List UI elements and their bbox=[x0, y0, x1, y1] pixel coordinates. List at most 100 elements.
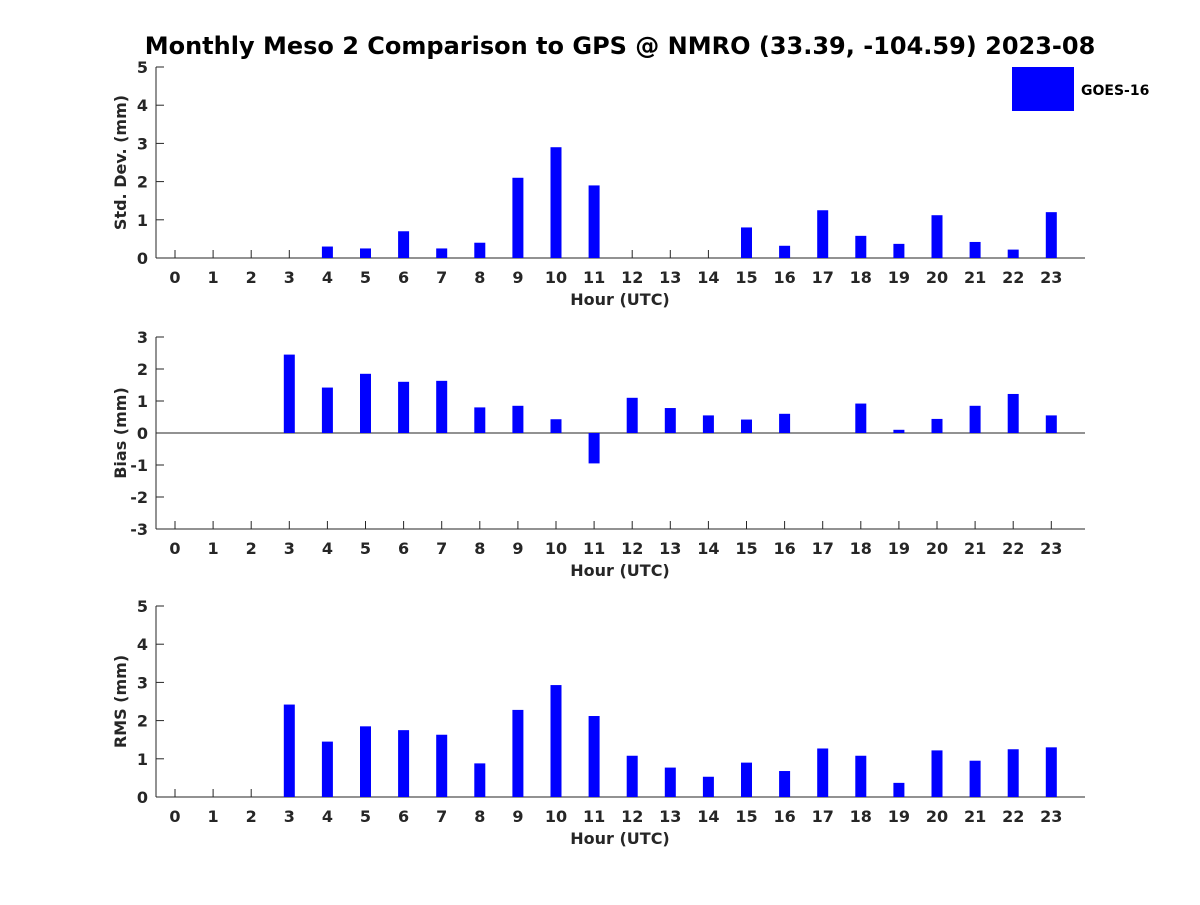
bar-rms-hour-19 bbox=[893, 782, 905, 797]
x-tick-label: 5 bbox=[360, 807, 371, 826]
bar-rms-hour-20 bbox=[931, 750, 943, 797]
bar-bias-hour-5 bbox=[360, 373, 371, 433]
x-tick-label: 18 bbox=[850, 539, 872, 558]
bar-std-dev-hour-10 bbox=[550, 147, 562, 258]
bar-std-dev-hour-16 bbox=[779, 245, 791, 258]
x-tick-label: 12 bbox=[621, 268, 643, 287]
x-tick-label: 15 bbox=[735, 539, 757, 558]
x-tick-label: 14 bbox=[697, 807, 719, 826]
x-tick-label: 9 bbox=[512, 539, 523, 558]
bar-bias-hour-16 bbox=[779, 413, 791, 433]
bar-std-dev-hour-19 bbox=[893, 243, 905, 258]
x-tick-label: 13 bbox=[659, 268, 681, 287]
bar-rms-hour-5 bbox=[360, 726, 371, 797]
bar-rms-hour-22 bbox=[1007, 749, 1019, 797]
chart-title: Monthly Meso 2 Comparison to GPS @ NMRO … bbox=[145, 32, 1096, 60]
x-tick-label: 3 bbox=[284, 539, 295, 558]
bar-bias-hour-13 bbox=[664, 408, 676, 433]
x-tick-label: 2 bbox=[246, 539, 257, 558]
x-tick-label: 21 bbox=[964, 539, 986, 558]
x-tick-label: 14 bbox=[697, 268, 719, 287]
x-tick-label: 13 bbox=[659, 539, 681, 558]
bar-rms-hour-21 bbox=[969, 760, 981, 797]
bar-std-dev-hour-8 bbox=[474, 242, 486, 258]
bar-std-dev-hour-9 bbox=[512, 177, 524, 258]
x-tick-label: 10 bbox=[545, 268, 567, 287]
bar-rms-hour-14 bbox=[702, 776, 714, 797]
x-tick-label: 1 bbox=[208, 807, 219, 826]
y-tick-label: -1 bbox=[130, 456, 148, 475]
bar-std-dev-hour-15 bbox=[741, 227, 752, 258]
x-tick-label: 15 bbox=[735, 807, 757, 826]
x-tick-label: 0 bbox=[169, 539, 180, 558]
bar-rms-hour-7 bbox=[436, 734, 448, 797]
x-tick-label: 1 bbox=[208, 268, 219, 287]
bar-bias-hour-10 bbox=[550, 419, 562, 433]
x-tick-label: 16 bbox=[773, 268, 795, 287]
bar-std-dev-hour-7 bbox=[436, 248, 448, 258]
x-tick-label: 2 bbox=[246, 268, 257, 287]
x-tick-label: 12 bbox=[621, 807, 643, 826]
x-tick-label: 6 bbox=[398, 539, 409, 558]
x-axis-label: Hour (UTC) bbox=[570, 561, 670, 580]
bar-bias-hour-6 bbox=[398, 381, 410, 433]
bar-rms-hour-4 bbox=[321, 741, 333, 797]
y-axis-label: Std. Dev. (mm) bbox=[111, 95, 130, 230]
x-tick-label: 13 bbox=[659, 807, 681, 826]
x-axis-label: Hour (UTC) bbox=[570, 829, 670, 848]
bar-rms-hour-23 bbox=[1045, 747, 1057, 797]
x-tick-label: 4 bbox=[322, 807, 333, 826]
x-tick-label: 17 bbox=[812, 539, 834, 558]
y-tick-label: 2 bbox=[137, 173, 148, 192]
x-tick-label: 16 bbox=[773, 539, 795, 558]
x-tick-label: 0 bbox=[169, 807, 180, 826]
legend: GOES-16 bbox=[1012, 67, 1149, 111]
bar-std-dev-hour-20 bbox=[931, 215, 943, 258]
x-tick-label: 4 bbox=[322, 268, 333, 287]
bar-bias-hour-4 bbox=[321, 387, 333, 433]
x-tick-label: 22 bbox=[1002, 539, 1024, 558]
y-tick-label: 5 bbox=[137, 58, 148, 77]
x-tick-label: 2 bbox=[246, 807, 257, 826]
x-tick-label: 10 bbox=[545, 539, 567, 558]
x-tick-label: 7 bbox=[436, 807, 447, 826]
x-tick-label: 12 bbox=[621, 539, 643, 558]
y-tick-label: 4 bbox=[137, 96, 148, 115]
y-tick-label: 1 bbox=[137, 392, 148, 411]
bar-rms-hour-10 bbox=[550, 685, 562, 797]
bar-std-dev-hour-4 bbox=[321, 246, 333, 258]
bar-bias-hour-23 bbox=[1045, 415, 1057, 433]
y-tick-label: -3 bbox=[130, 520, 148, 539]
y-tick-label: 5 bbox=[137, 597, 148, 616]
bar-std-dev-hour-22 bbox=[1007, 249, 1019, 258]
x-tick-label: 21 bbox=[964, 268, 986, 287]
bar-std-dev-hour-18 bbox=[855, 235, 867, 258]
x-tick-label: 23 bbox=[1040, 807, 1062, 826]
y-tick-label: 3 bbox=[137, 328, 148, 347]
x-tick-label: 9 bbox=[512, 807, 523, 826]
x-tick-label: 21 bbox=[964, 807, 986, 826]
bar-rms-hour-13 bbox=[664, 767, 676, 797]
x-tick-label: 11 bbox=[583, 539, 605, 558]
y-tick-label: 4 bbox=[137, 635, 148, 654]
x-tick-label: 7 bbox=[436, 268, 447, 287]
bar-bias-hour-18 bbox=[855, 403, 867, 433]
x-tick-label: 19 bbox=[888, 807, 910, 826]
x-tick-label: 18 bbox=[850, 807, 872, 826]
bar-bias-hour-14 bbox=[702, 415, 714, 433]
x-tick-label: 15 bbox=[735, 268, 757, 287]
y-tick-label: 0 bbox=[137, 424, 148, 443]
bar-std-dev-hour-21 bbox=[969, 241, 981, 258]
y-tick-label: 1 bbox=[137, 750, 148, 769]
x-tick-label: 0 bbox=[169, 268, 180, 287]
x-tick-label: 1 bbox=[208, 539, 219, 558]
x-tick-label: 17 bbox=[812, 268, 834, 287]
bar-rms-hour-15 bbox=[741, 762, 752, 797]
x-tick-label: 22 bbox=[1002, 807, 1024, 826]
x-tick-label: 11 bbox=[583, 268, 605, 287]
x-tick-label: 5 bbox=[360, 539, 371, 558]
bar-rms-hour-11 bbox=[588, 716, 600, 797]
